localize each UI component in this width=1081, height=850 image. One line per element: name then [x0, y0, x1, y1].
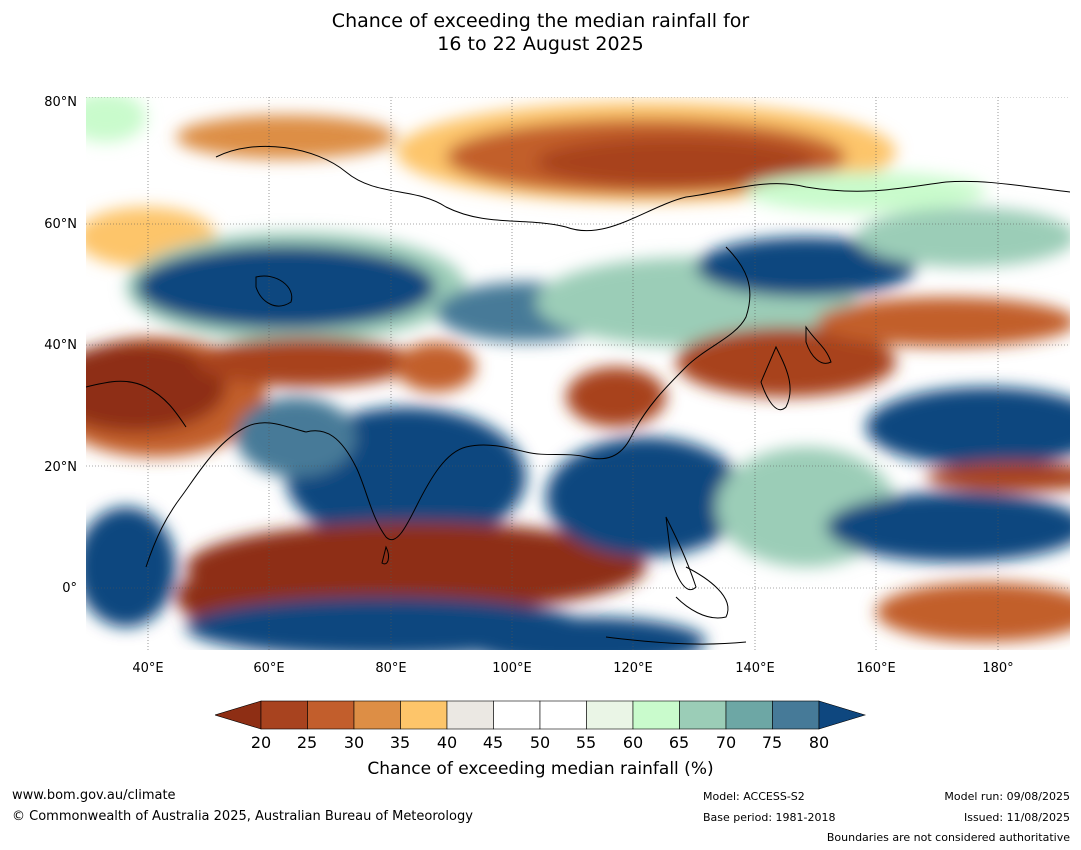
colorbar-bin-40-45: [446, 700, 494, 730]
south-pacific-dry: [876, 582, 1070, 642]
colorbar-tick-75: 75: [761, 733, 783, 752]
footer-copyright: © Commonwealth of Australia 2025, Austra…: [12, 809, 473, 824]
lat-label-40n: 40°N: [44, 338, 77, 353]
east-africa-wet: [86, 507, 176, 627]
south-china-dry: [566, 367, 666, 427]
north-pacific-dry: [816, 297, 1070, 347]
colorbar-upper-extend: [818, 700, 867, 730]
indonesia-wet: [466, 617, 706, 650]
footer-disclaimer: Boundaries are not considered authoritat…: [826, 831, 1070, 844]
japan-dry: [676, 327, 896, 397]
arabian-sea-wet: [236, 397, 356, 477]
colorbar-tick-50: 50: [529, 733, 551, 752]
colorbar-tick-40: 40: [436, 733, 458, 752]
central-asia-wet: [136, 245, 436, 329]
colorbar-bin-60-65: [632, 700, 680, 730]
colorbar-tick-60: 60: [622, 733, 644, 752]
west-pacific-wet: [866, 387, 1070, 467]
graticule: [86, 97, 1070, 650]
west-russia-dry: [176, 115, 396, 159]
siberia-dry-core: [536, 137, 816, 187]
pacific-dry-band: [926, 462, 1070, 492]
coastlines: [86, 145, 1070, 645]
lon-label-160e: 160°E: [856, 661, 896, 676]
lat-label-60n: 60°N: [44, 217, 77, 232]
colorbar-tick-30: 30: [343, 733, 365, 752]
lat-label-80n: 80°N: [44, 95, 77, 110]
east-siberia-wet: [746, 172, 986, 212]
footer-url[interactable]: www.bom.gov.au/climate: [12, 788, 176, 803]
lat-label-20n: 20°N: [44, 460, 77, 475]
okhotsk-wet: [696, 237, 916, 297]
colorbar-label: Chance of exceeding median rainfall (%): [367, 759, 714, 779]
lon-label-120e: 120°E: [613, 661, 653, 676]
colorbar-tick-65: 65: [668, 733, 690, 752]
colorbar-tick-35: 35: [389, 733, 411, 752]
rainfall-probability-map: [86, 97, 1070, 650]
map-title: Chance of exceeding the median rainfall …: [0, 10, 1081, 56]
arctic-wet: [86, 97, 146, 142]
colorbar-tick-45: 45: [482, 733, 504, 752]
lon-label-60e: 60°E: [253, 661, 285, 676]
lat-label-0: 0°: [62, 581, 77, 596]
iran-dry: [196, 337, 416, 387]
colorbar-tick-70: 70: [715, 733, 737, 752]
map-svg: [86, 97, 1070, 650]
footer-model: Model: ACCESS-S2: [703, 790, 805, 803]
colorbar-tick-55: 55: [575, 733, 597, 752]
colorbar-tick-80: 80: [808, 733, 830, 752]
colorbar-tick-25: 25: [296, 733, 318, 752]
colorbar-bin-30-35: [353, 700, 401, 730]
himalaya-dry: [396, 342, 476, 392]
lon-label-80e: 80°E: [375, 661, 407, 676]
footer-base-period: Base period: 1981-2018: [703, 811, 836, 824]
colorbar: [215, 700, 867, 730]
footer-issued: Issued: 11/08/2025: [963, 811, 1070, 824]
south-china-sea-wet: [546, 437, 746, 557]
colorbar-lower-extend: [215, 700, 262, 730]
colorbar-bin-55-60: [586, 700, 634, 730]
colorbar-tick-20: 20: [250, 733, 272, 752]
colorbar-bin-35-40: [400, 700, 448, 730]
colorbar-bin-20-25: [260, 700, 308, 730]
colorbar-bin-70-75: [725, 700, 773, 730]
footer-model-run: Model run: 09/08/2025: [944, 790, 1070, 803]
probability-fields: [86, 97, 1070, 650]
lon-label-100e: 100°E: [492, 661, 532, 676]
colorbar-bin-65-70: [679, 700, 727, 730]
colorbar-bin-45-50: [493, 700, 541, 730]
colorbar-bin-75-80: [772, 700, 820, 730]
lon-label-180: 180°: [982, 661, 1014, 676]
tropical-pacific-wet: [826, 492, 1070, 562]
lon-label-140e: 140°E: [735, 661, 775, 676]
middle-east-dry-core: [86, 342, 226, 432]
title-line-1: Chance of exceeding the median rainfall …: [331, 10, 750, 32]
colorbar-bin-50-55: [539, 700, 587, 730]
title-line-2: 16 to 22 August 2025: [437, 33, 644, 55]
kamchatka-wet: [856, 207, 1070, 267]
lon-label-40e: 40°E: [132, 661, 164, 676]
colorbar-bin-25-30: [307, 700, 355, 730]
